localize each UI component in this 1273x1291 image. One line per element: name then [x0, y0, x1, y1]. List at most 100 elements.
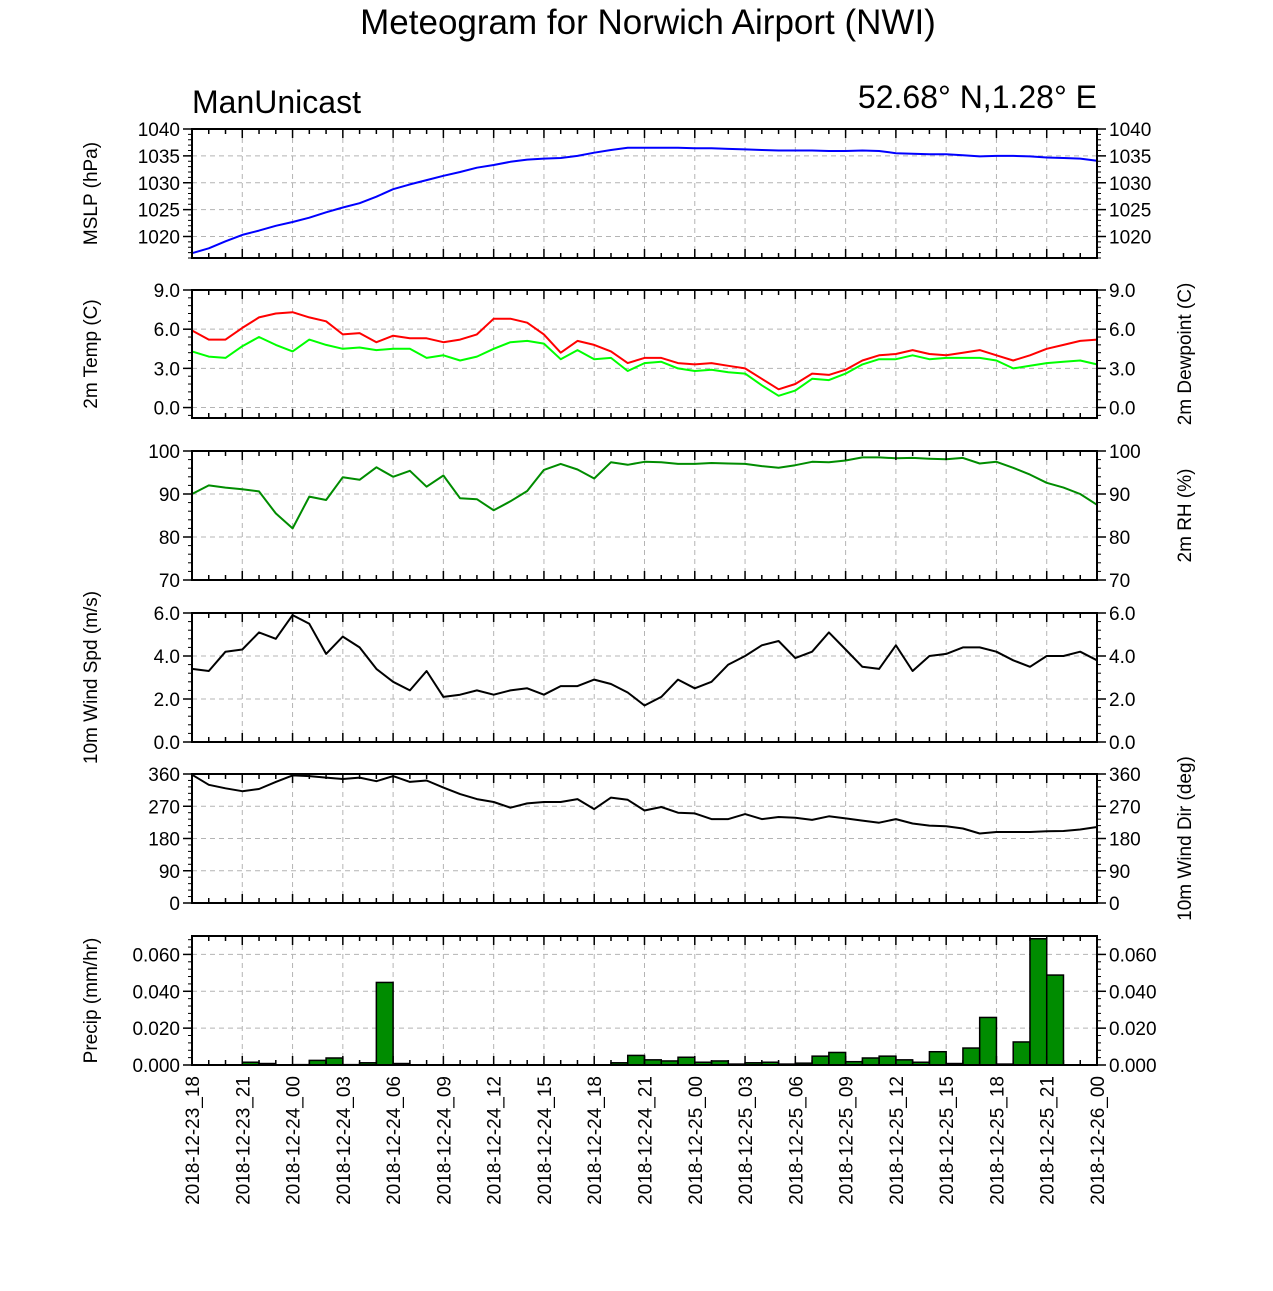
x-tick-label: 2018-12-25_12 [887, 1076, 908, 1205]
y-axis-label-left: Precip (mm/hr) [81, 938, 102, 1064]
x-tick-label: 2018-12-24_00 [284, 1076, 305, 1205]
y-tick-label-left: 0 [169, 894, 180, 915]
y-tick-label-right: 360 [1109, 765, 1141, 786]
y-tick-label-right: 0.000 [1109, 1056, 1157, 1077]
y-tick-label-left: 4.0 [154, 647, 180, 668]
y-tick-label-left: 1035 [138, 147, 180, 168]
series-line-mslp [191, 146, 1098, 255]
y-tick-label-left: 9.0 [154, 281, 180, 302]
y-tick-label-left: 100 [148, 442, 180, 463]
precip-bar [828, 1051, 847, 1066]
x-tick-label: 2018-12-23_21 [233, 1076, 254, 1205]
x-tick-label: 2018-12-25_00 [686, 1076, 707, 1205]
y-tick-label-left: 1030 [138, 174, 180, 195]
precip-bar [375, 981, 394, 1066]
x-tick-label: 2018-12-24_12 [485, 1076, 506, 1205]
precip-bar [1012, 1041, 1031, 1066]
meteogram-panels: 1020 1020 1025 1025 1030 1030 1035 1035 1040 1040… [81, 120, 1196, 1205]
y-tick-label-right: 80 [1109, 528, 1130, 549]
y-tick-label-right: 1040 [1109, 120, 1151, 141]
y-tick-label-left: 180 [148, 830, 180, 851]
y-tick-label-left: 90 [159, 862, 180, 883]
x-tick-label: 2018-12-24_09 [434, 1076, 455, 1205]
y-tick-label-right: 90 [1109, 485, 1130, 506]
y-tick-label-right: 4.0 [1109, 647, 1135, 668]
y-tick-label-right: 6.0 [1109, 604, 1135, 625]
x-tick-label: 2018-12-24_21 [636, 1076, 657, 1205]
y-tick-label-right: 0.020 [1109, 1019, 1157, 1040]
y-tick-label-right: 3.0 [1109, 359, 1135, 380]
x-tick-label: 2018-12-24_18 [585, 1076, 606, 1205]
precip-bar [1029, 938, 1048, 1066]
x-tick-label: 2018-12-24_03 [334, 1076, 355, 1205]
y-tick-label-right: 70 [1109, 571, 1130, 592]
precip-bar [626, 1054, 646, 1066]
y-tick-label-left: 90 [159, 485, 180, 506]
precip-bar [325, 1057, 344, 1066]
y-tick-label-left: 0.060 [132, 945, 180, 966]
y-axis-label-right: 2m Dewpoint (C) [1175, 283, 1196, 426]
y-tick-label-left: 6.0 [154, 320, 180, 341]
precip-bar [811, 1055, 830, 1066]
x-tick-label: 2018-12-24_06 [384, 1076, 405, 1205]
y-tick-label-right: 2.0 [1109, 690, 1135, 711]
y-tick-label-right: 6.0 [1109, 320, 1135, 341]
y-tick-label-left: 0.0 [154, 399, 180, 420]
y-tick-label-left: 3.0 [154, 359, 180, 380]
y-tick-label-right: 0.0 [1109, 399, 1135, 420]
precip-bar [928, 1050, 947, 1066]
model-label: ManUnicast [192, 84, 361, 120]
y-tick-label-right: 0 [1109, 894, 1120, 915]
y-axis-label-right: 2m RH (%) [1175, 469, 1196, 563]
y-tick-label-right: 100 [1109, 442, 1141, 463]
precip-bar [878, 1055, 897, 1066]
precip-bar [861, 1057, 880, 1066]
y-tick-label-right: 180 [1109, 830, 1141, 851]
y-tick-label-right: 0.0 [1109, 733, 1135, 754]
y-axis-label-left: MSLP (hPa) [81, 142, 102, 245]
x-tick-label: 2018-12-23_18 [183, 1076, 204, 1205]
y-tick-label-left: 360 [148, 765, 180, 786]
series-line-dewpoint [191, 336, 1098, 397]
x-tick-label: 2018-12-25_18 [987, 1076, 1008, 1205]
y-axis-label-left: 2m Temp (C) [81, 299, 102, 408]
precip-bar [1045, 974, 1065, 1066]
precip-bar [677, 1056, 696, 1066]
y-tick-label-left: 1040 [138, 120, 180, 141]
x-tick-label: 2018-12-26_00 [1088, 1076, 1109, 1205]
chart-title: Meteogram for Norwich Airport (NWI) [360, 3, 936, 42]
precip-bar [978, 1016, 998, 1066]
y-tick-label-left: 2.0 [154, 690, 180, 711]
y-tick-label-right: 0.040 [1109, 982, 1157, 1003]
y-tick-label-left: 6.0 [154, 604, 180, 625]
y-tick-label-right: 0.060 [1109, 945, 1157, 966]
y-tick-label-left: 0.020 [132, 1019, 180, 1040]
y-tick-label-right: 90 [1109, 862, 1130, 883]
x-tick-label: 2018-12-24_15 [535, 1076, 556, 1205]
x-tick-label: 2018-12-25_21 [1038, 1076, 1059, 1205]
location-label: 52.68° N,1.28° E [858, 79, 1097, 115]
series-line-temp [191, 311, 1098, 391]
y-tick-label-left: 0.000 [132, 1056, 180, 1077]
series-line-wind [191, 614, 1098, 707]
y-tick-label-right: 9.0 [1109, 281, 1135, 302]
precip-bar [962, 1047, 981, 1066]
y-tick-label-right: 1030 [1109, 174, 1151, 195]
y-tick-label-left: 1020 [138, 228, 180, 249]
y-tick-label-left: 70 [159, 571, 180, 592]
y-tick-label-left: 80 [159, 528, 180, 549]
y-tick-label-left: 1025 [138, 201, 180, 222]
x-tick-label: 2018-12-25_03 [736, 1076, 757, 1205]
y-axis-label-left: 10m Wind Spd (m/s) [81, 591, 102, 764]
x-tick-label: 2018-12-25_15 [937, 1076, 958, 1205]
y-tick-label-left: 0.0 [154, 733, 180, 754]
y-tick-label-left: 270 [148, 797, 180, 818]
y-tick-label-right: 270 [1109, 797, 1141, 818]
x-tick-label: 2018-12-25_06 [786, 1076, 807, 1205]
y-axis-label-right: 10m Wind Dir (deg) [1175, 756, 1196, 921]
y-tick-label-right: 1035 [1109, 147, 1151, 168]
y-tick-label-left: 0.040 [132, 982, 180, 1003]
x-tick-label: 2018-12-25_09 [837, 1076, 858, 1205]
